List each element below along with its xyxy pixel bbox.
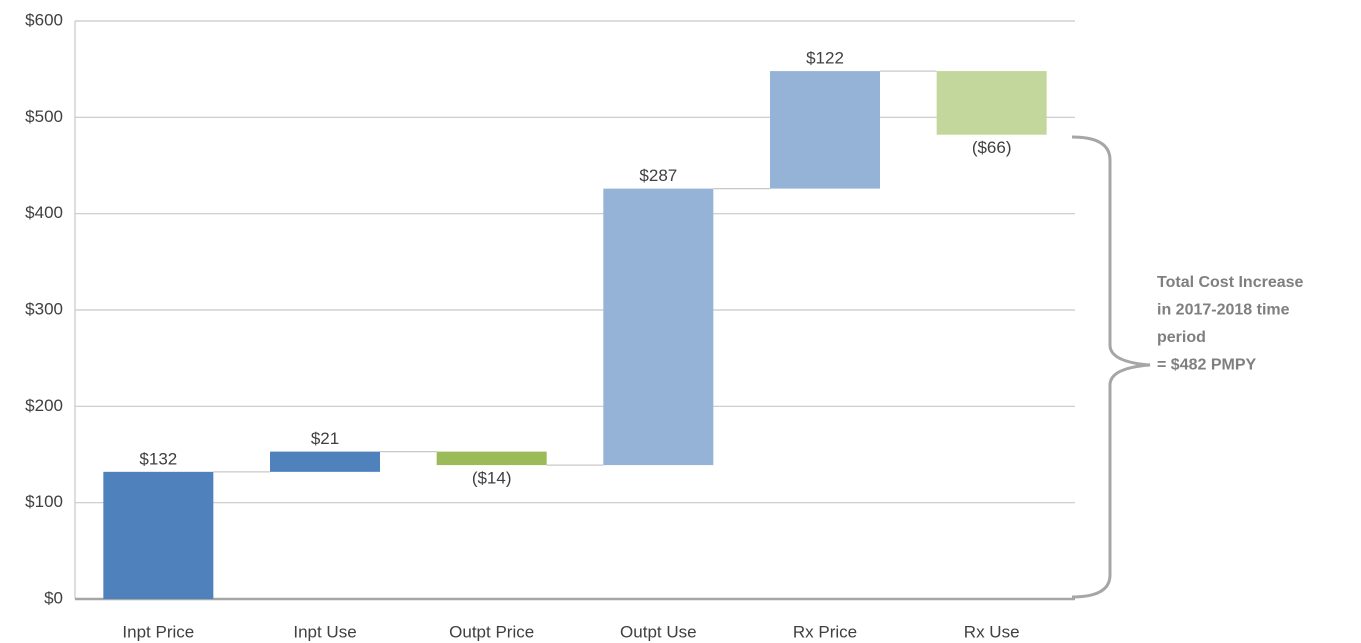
- annotation: period: [1157, 329, 1206, 346]
- value-label: $122: [806, 49, 844, 68]
- value-label: $132: [139, 449, 177, 468]
- annotation: in 2017-2018 time: [1157, 302, 1290, 319]
- bar: [770, 71, 880, 189]
- y-tick-label: $600: [25, 10, 63, 29]
- value-label: ($14): [472, 469, 512, 488]
- bar: [270, 451, 380, 472]
- annotation: = $482 PMPY: [1157, 357, 1257, 374]
- x-tick-label: Outpt Price: [449, 622, 534, 641]
- x-tick-label: Inpt Price: [122, 622, 194, 641]
- bar: [436, 451, 547, 466]
- y-tick-label: $400: [25, 203, 63, 222]
- bar: [103, 471, 214, 599]
- x-tick-label: Inpt Use: [293, 622, 356, 641]
- bar: [936, 71, 1047, 135]
- x-tick-label: Rx Price: [793, 622, 857, 641]
- y-tick-label: $500: [25, 107, 63, 126]
- y-tick-label: $100: [25, 492, 63, 511]
- x-tick-label: Outpt Use: [620, 622, 697, 641]
- y-tick-label: $0: [44, 588, 63, 607]
- value-label: ($66): [972, 138, 1012, 157]
- y-tick-label: $200: [25, 396, 63, 415]
- bracket: [1071, 135, 1151, 599]
- value-label: $287: [639, 166, 677, 185]
- x-tick-label: Rx Use: [964, 622, 1020, 641]
- bar: [603, 188, 714, 466]
- value-label: $21: [311, 429, 339, 448]
- annotation: Total Cost Increase: [1157, 274, 1304, 291]
- y-tick-label: $300: [25, 299, 63, 318]
